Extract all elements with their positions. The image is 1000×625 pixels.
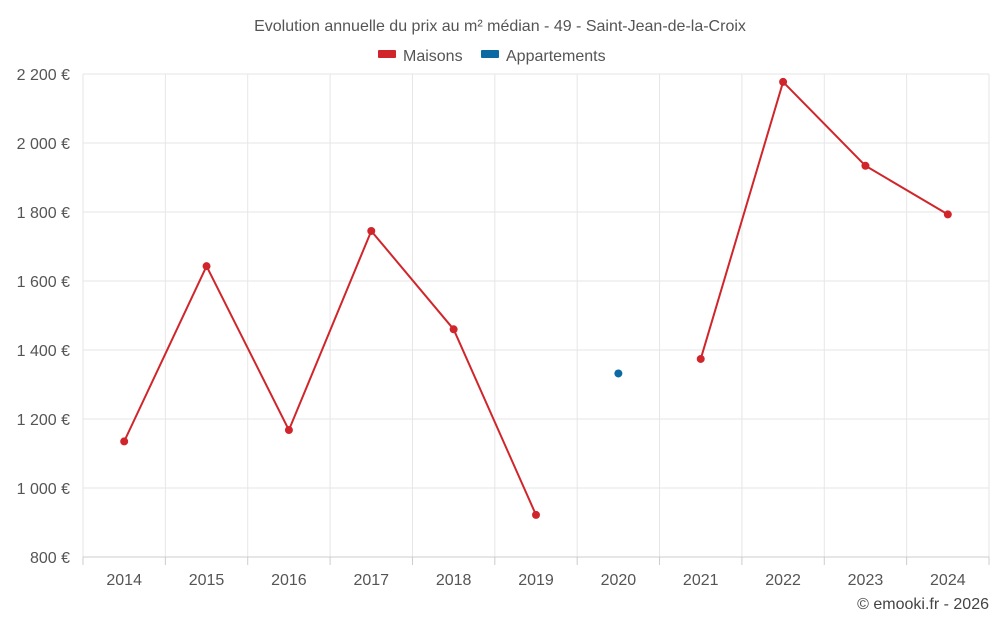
series-appartements (614, 369, 623, 378)
legend-swatch-appartements (481, 50, 499, 58)
x-tick-label: 2020 (601, 572, 637, 589)
plot-area (120, 77, 952, 519)
legend-swatch-maisons (378, 50, 396, 58)
y-tick-label: 1 400 € (17, 343, 70, 360)
legend-item-appartements[interactable]: Appartements (481, 48, 606, 65)
data-point-appartements[interactable] (614, 369, 623, 378)
y-tick-label: 2 200 € (17, 67, 70, 84)
data-point-maisons[interactable] (449, 325, 458, 334)
legend-label-appartements: Appartements (506, 48, 606, 65)
chart-title: Evolution annuelle du prix au m² médian … (254, 18, 746, 35)
x-tick-label: 2021 (683, 572, 719, 589)
y-tick-label: 1 000 € (17, 481, 70, 498)
x-axis: 2014 2015 2016 2017 2018 2019 2020 2021 2022 2023… (82, 556, 990, 589)
x-tick-label: 2019 (518, 572, 554, 589)
data-point-maisons[interactable] (120, 437, 129, 446)
legend: Maisons Appartements (378, 48, 606, 65)
series-line-maisons (699, 80, 949, 360)
data-point-maisons[interactable] (202, 262, 211, 271)
legend-item-maisons[interactable]: Maisons (378, 48, 463, 65)
y-tick-label: 2 000 € (17, 136, 70, 153)
grid (82, 73, 990, 557)
legend-label-maisons: Maisons (403, 48, 463, 65)
data-point-maisons[interactable] (779, 77, 788, 86)
credits: © emooki.fr - 2026 (857, 596, 989, 613)
data-point-maisons[interactable] (532, 510, 540, 519)
x-tick-label: 2018 (436, 572, 472, 589)
data-point-maisons[interactable] (284, 426, 293, 435)
data-point-maisons[interactable] (696, 354, 705, 363)
x-tick-label: 2016 (271, 572, 307, 589)
y-tick-label: 1 800 € (17, 205, 70, 222)
x-tick-label: 2022 (765, 572, 801, 589)
y-tick-label: 800 € (30, 550, 70, 567)
data-point-maisons[interactable] (367, 226, 376, 235)
x-tick-label: 2023 (848, 572, 884, 589)
y-tick-label: 1 200 € (17, 412, 70, 429)
x-tick-label: 2024 (930, 572, 966, 589)
data-point-maisons[interactable] (861, 161, 870, 170)
series-maisons (120, 77, 952, 519)
x-tick-label: 2017 (353, 572, 389, 589)
x-tick-label: 2015 (189, 572, 225, 589)
y-tick-label: 1 600 € (17, 274, 70, 291)
series-line-maisons (123, 229, 537, 516)
data-point-maisons[interactable] (943, 210, 952, 219)
y-axis: 800 € 1 000 € 1 200 € 1 400 € 1 600 € 1 800 €… (17, 67, 70, 567)
x-tick-label: 2014 (106, 572, 142, 589)
